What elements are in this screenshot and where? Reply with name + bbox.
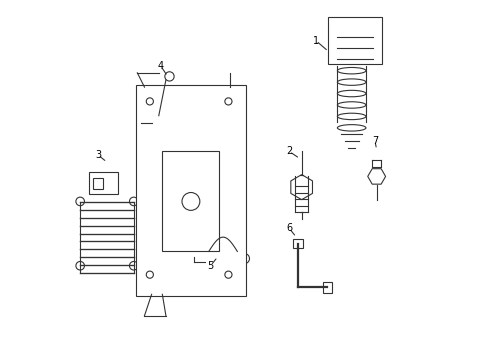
Circle shape — [164, 72, 174, 81]
Ellipse shape — [337, 113, 365, 120]
Text: 2: 2 — [285, 147, 292, 157]
Circle shape — [129, 197, 138, 206]
Ellipse shape — [337, 125, 365, 131]
Bar — [89, 172, 118, 194]
Text: 5: 5 — [207, 261, 213, 271]
Text: 6: 6 — [285, 223, 292, 233]
Bar — [292, 239, 303, 248]
Circle shape — [146, 98, 153, 105]
FancyBboxPatch shape — [135, 85, 246, 296]
Ellipse shape — [337, 102, 365, 108]
Text: 3: 3 — [95, 150, 101, 160]
Ellipse shape — [337, 79, 365, 85]
Text: 7: 7 — [371, 136, 377, 146]
Bar — [93, 178, 103, 189]
Circle shape — [224, 98, 231, 105]
Text: 1: 1 — [312, 36, 318, 46]
Circle shape — [76, 261, 84, 270]
Circle shape — [146, 271, 153, 278]
Ellipse shape — [194, 243, 208, 260]
Bar — [323, 282, 331, 293]
Ellipse shape — [337, 67, 365, 74]
Text: 4: 4 — [157, 61, 163, 71]
Ellipse shape — [239, 253, 249, 264]
Ellipse shape — [337, 90, 365, 97]
Circle shape — [224, 271, 231, 278]
FancyBboxPatch shape — [328, 18, 381, 64]
Bar — [162, 152, 219, 251]
Circle shape — [182, 193, 200, 210]
Circle shape — [76, 197, 84, 206]
Circle shape — [129, 261, 138, 270]
